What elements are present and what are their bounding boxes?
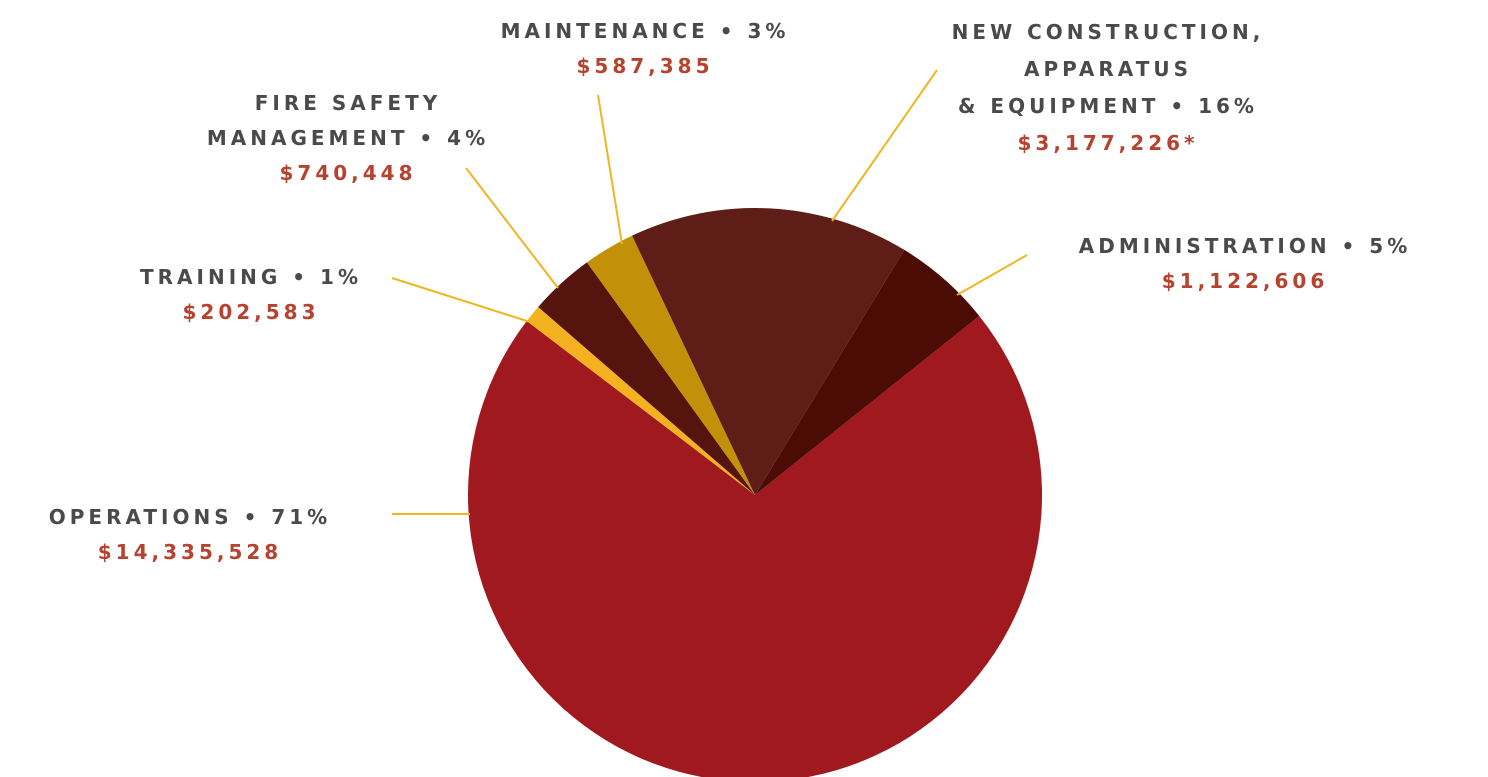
pie-slice: [755, 249, 980, 495]
value-label: $14,335,528: [97, 540, 283, 564]
pie: [468, 208, 1042, 777]
pie-slice: [632, 208, 905, 495]
value-label: $740,448: [279, 161, 417, 185]
slice-label: ADMINISTRATION • 5% $1,122,606: [1079, 229, 1411, 299]
leader-line: [597, 94, 623, 245]
leader-line: [956, 254, 1028, 296]
value-label: $587,385: [576, 54, 714, 78]
slice-label: TRAINING • 1% $202,583: [140, 260, 362, 330]
category-label: TRAINING • 1%: [140, 265, 362, 289]
value-label: $202,583: [182, 300, 320, 324]
category-label: ADMINISTRATION • 5%: [1078, 234, 1412, 258]
category-label: MAINTENANCE • 3%: [500, 19, 790, 43]
slice-label: NEW CONSTRUCTION, APPARATUS & EQUIPMENT …: [952, 14, 1265, 162]
pie-slice: [538, 262, 755, 495]
leader-line: [391, 277, 531, 323]
value-label: $3,177,226*: [1017, 131, 1199, 155]
category-label: OPERATIONS • 71%: [48, 505, 332, 529]
leader-line: [831, 69, 938, 222]
slice-label: MAINTENANCE • 3% $587,385: [501, 14, 790, 84]
slice-label: FIRE SAFETY MANAGEMENT • 4% $740,448: [207, 86, 489, 191]
leader-line: [465, 167, 559, 289]
pie-slice: [526, 306, 755, 495]
pie-slice: [586, 235, 755, 495]
slice-label: OPERATIONS • 71% $14,335,528: [49, 500, 331, 570]
value-label: $1,122,606: [1161, 269, 1329, 293]
pie-slice: [468, 315, 1042, 777]
category-label: FIRE SAFETY MANAGEMENT • 4%: [206, 91, 490, 150]
category-label: NEW CONSTRUCTION, APPARATUS & EQUIPMENT …: [951, 20, 1265, 118]
